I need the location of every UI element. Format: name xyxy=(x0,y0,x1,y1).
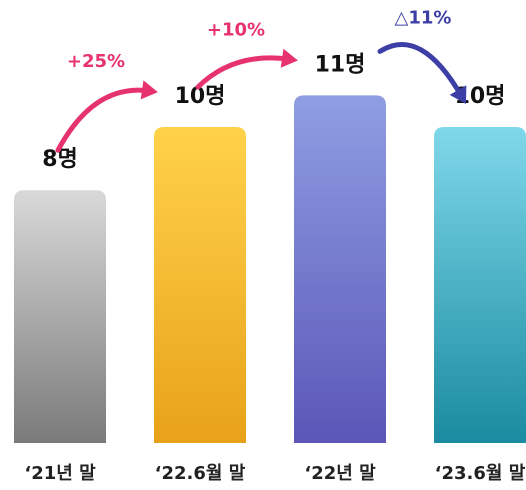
change-arrowhead-1 xyxy=(140,80,158,100)
tick-label-1: ‘21년 말 xyxy=(24,463,96,484)
change-arrow-3 xyxy=(377,41,467,104)
tick-labels-group: ‘21년 말 ‘22.6월 말 ‘22년 말 ‘23.6월 말 xyxy=(24,463,525,484)
bar-2 xyxy=(154,127,246,443)
bar-1 xyxy=(14,190,106,443)
change-arrow-2 xyxy=(195,48,298,90)
change-label-3: △11% xyxy=(395,7,452,28)
tick-label-2: ‘22.6월 말 xyxy=(155,463,246,484)
change-arrow-line-3 xyxy=(377,41,465,100)
change-arrowhead-2 xyxy=(280,48,298,68)
tick-label-4: ‘23.6월 말 xyxy=(435,463,526,484)
change-label-1: +25% xyxy=(67,51,125,72)
bars-group xyxy=(14,95,526,444)
tick-label-3: ‘22년 말 xyxy=(304,463,376,484)
change-arrows-group: +25% +10% △11% xyxy=(55,7,467,153)
change-arrowhead-3 xyxy=(449,85,467,104)
change-label-2: +10% xyxy=(207,19,265,40)
value-label-3: 11명 xyxy=(315,52,366,77)
change-arrow-1 xyxy=(55,80,158,153)
change-arrow-line-1 xyxy=(55,87,153,153)
change-arrow-line-2 xyxy=(195,55,293,90)
bar-4 xyxy=(434,127,526,443)
bar-3 xyxy=(294,95,386,444)
